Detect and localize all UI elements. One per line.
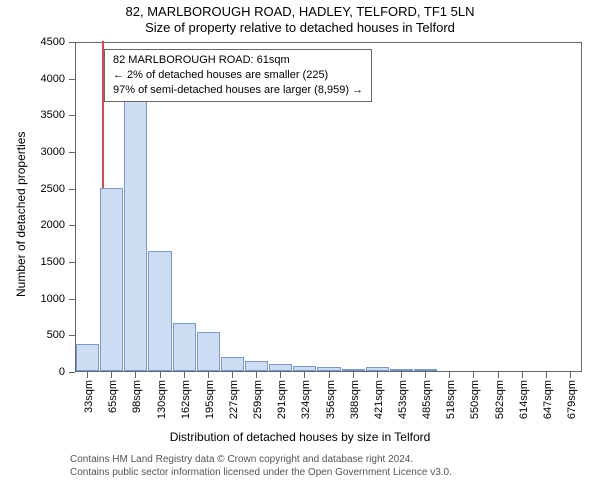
x-tick-label: 647sqm [542,380,554,419]
x-tick-label: 518sqm [445,380,457,419]
x-tick [304,372,305,378]
x-tick [498,372,499,378]
y-tick [69,372,75,373]
x-tick-label: 324sqm [300,380,312,419]
x-tick [111,372,112,378]
plot-area: 82 MARLBOROUGH ROAD: 61sqm ← 2% of detac… [75,42,582,372]
x-tick-label: 679sqm [566,380,578,419]
x-tick [135,372,136,378]
info-box: 82 MARLBOROUGH ROAD: 61sqm ← 2% of detac… [104,49,372,102]
x-axis-label: Distribution of detached houses by size … [0,430,600,444]
x-tick [329,372,330,378]
y-tick-label: 4000 [0,73,65,85]
x-tick [232,372,233,378]
chart-titles: 82, MARLBOROUGH ROAD, HADLEY, TELFORD, T… [0,0,600,37]
histogram-bar [390,369,413,371]
histogram-bar [197,332,220,371]
y-tick-label: 2000 [0,219,65,231]
x-tick [377,372,378,378]
y-tick-label: 3500 [0,109,65,121]
x-tick [522,372,523,378]
histogram-bar [269,364,292,371]
histogram-bar [100,188,123,371]
y-tick-label: 4500 [0,36,65,48]
y-tick [69,115,75,116]
y-tick-label: 0 [0,366,65,378]
y-tick [69,299,75,300]
x-tick-label: 582sqm [494,380,506,419]
info-line-3: 97% of semi-detached houses are larger (… [113,83,363,98]
x-tick [449,372,450,378]
histogram-bar [366,367,389,371]
histogram-bar [414,369,437,371]
x-tick-label: 356sqm [325,380,337,419]
histogram-bar [148,251,171,371]
histogram-bar [221,357,244,371]
footer-line-1: Contains HM Land Registry data © Crown c… [70,454,452,467]
histogram-bar [76,344,99,371]
y-tick-label: 500 [0,329,65,341]
y-tick [69,262,75,263]
y-tick [69,189,75,190]
x-tick-label: 421sqm [373,380,385,419]
x-tick-label: 291sqm [276,380,288,419]
y-tick [69,152,75,153]
y-tick [69,79,75,80]
title-line-1: 82, MARLBOROUGH ROAD, HADLEY, TELFORD, T… [0,4,600,20]
histogram-bar [317,367,340,371]
y-tick-label: 2500 [0,183,65,195]
x-tick-label: 388sqm [349,380,361,419]
chart-container: 82, MARLBOROUGH ROAD, HADLEY, TELFORD, T… [0,0,600,500]
x-tick-label: 453sqm [397,380,409,419]
histogram-bar [173,323,196,371]
x-tick [473,372,474,378]
x-tick [401,372,402,378]
y-tick [69,225,75,226]
x-tick-label: 227sqm [228,380,240,419]
x-tick-label: 98sqm [131,380,143,413]
histogram-bar [245,361,268,371]
x-tick-label: 195sqm [204,380,216,419]
footer: Contains HM Land Registry data © Crown c… [70,454,452,479]
x-tick-label: 550sqm [469,380,481,419]
y-tick-label: 3000 [0,146,65,158]
x-tick [425,372,426,378]
x-tick-label: 485sqm [421,380,433,419]
y-tick [69,42,75,43]
y-tick-label: 1500 [0,256,65,268]
x-tick [256,372,257,378]
footer-line-2: Contains public sector information licen… [70,467,452,480]
info-line-1: 82 MARLBOROUGH ROAD: 61sqm [113,53,363,68]
y-tick-label: 1000 [0,293,65,305]
x-tick [208,372,209,378]
x-tick-label: 130sqm [156,380,168,419]
x-tick-label: 162sqm [180,380,192,419]
histogram-bar [342,369,365,371]
x-tick-label: 65sqm [107,380,119,413]
histogram-bar [293,366,316,371]
x-tick-label: 614sqm [518,380,530,419]
x-tick [570,372,571,378]
histogram-bar [124,98,147,371]
x-tick-label: 259sqm [252,380,264,419]
x-tick [184,372,185,378]
x-tick [87,372,88,378]
title-line-2: Size of property relative to detached ho… [0,20,600,36]
x-tick [546,372,547,378]
y-tick [69,335,75,336]
x-tick [280,372,281,378]
x-tick [353,372,354,378]
x-tick-label: 33sqm [83,380,95,413]
x-tick [160,372,161,378]
info-line-2: ← 2% of detached houses are smaller (225… [113,68,363,83]
